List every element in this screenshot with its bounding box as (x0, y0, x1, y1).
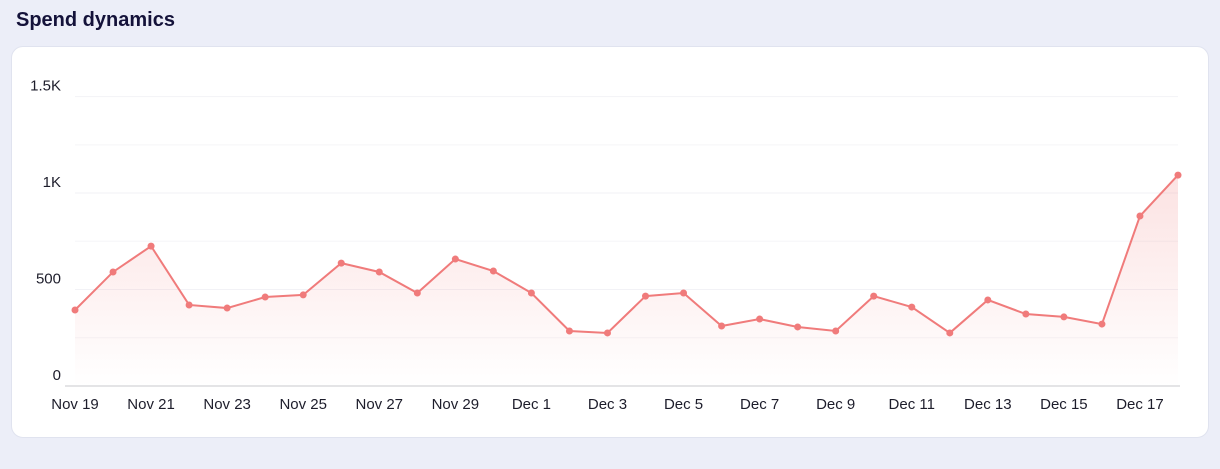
x-tick-label: Nov 23 (203, 396, 251, 413)
point (1174, 171, 1182, 179)
point (185, 301, 193, 309)
x-tick-label: Nov 27 (356, 396, 404, 413)
point (603, 329, 611, 337)
point (946, 329, 954, 337)
y-tick-label: 1.5K (30, 78, 61, 95)
x-tick-label: Nov 29 (432, 396, 480, 413)
point (565, 327, 573, 335)
x-tick-label: Dec 3 (588, 396, 627, 413)
x-tick-label: Dec 13 (964, 396, 1012, 413)
point (1060, 313, 1068, 321)
point (527, 289, 535, 297)
point (794, 323, 802, 331)
point (71, 306, 79, 314)
x-tick-label: Dec 17 (1116, 396, 1164, 413)
x-tick-label: Dec 9 (816, 396, 855, 413)
point (832, 327, 840, 335)
x-tick-label: Dec 15 (1040, 396, 1088, 413)
point (223, 304, 231, 312)
x-tick-label: Nov 19 (51, 396, 99, 413)
point (109, 268, 117, 276)
point (870, 292, 878, 300)
point (299, 291, 307, 299)
point (1098, 320, 1106, 328)
chart-title: Spend dynamics (16, 9, 175, 31)
point (337, 259, 345, 267)
y-tick-label: 0 (53, 367, 61, 384)
x-tick-label: Nov 21 (127, 396, 175, 413)
point (261, 293, 269, 301)
point (680, 289, 688, 297)
x-tick-label: Dec 11 (889, 396, 935, 413)
line (74, 174, 1179, 335)
area (75, 175, 1178, 386)
y-tick-label: 1K (43, 174, 61, 191)
point (451, 255, 459, 263)
x-tick-label: Dec 5 (664, 396, 703, 413)
point (489, 267, 497, 275)
x-tick-label: Dec 7 (740, 396, 779, 413)
x-tick-label: Dec 1 (512, 396, 551, 413)
point (375, 268, 383, 276)
point (413, 289, 421, 297)
x-tick-label: Nov 25 (279, 396, 327, 413)
y-tick-label: 500 (36, 270, 61, 287)
point (1022, 310, 1030, 318)
point (642, 292, 650, 300)
point (1136, 212, 1144, 220)
point (718, 322, 726, 330)
point (756, 315, 764, 323)
point (908, 303, 916, 311)
point (984, 296, 992, 304)
point (147, 242, 155, 250)
